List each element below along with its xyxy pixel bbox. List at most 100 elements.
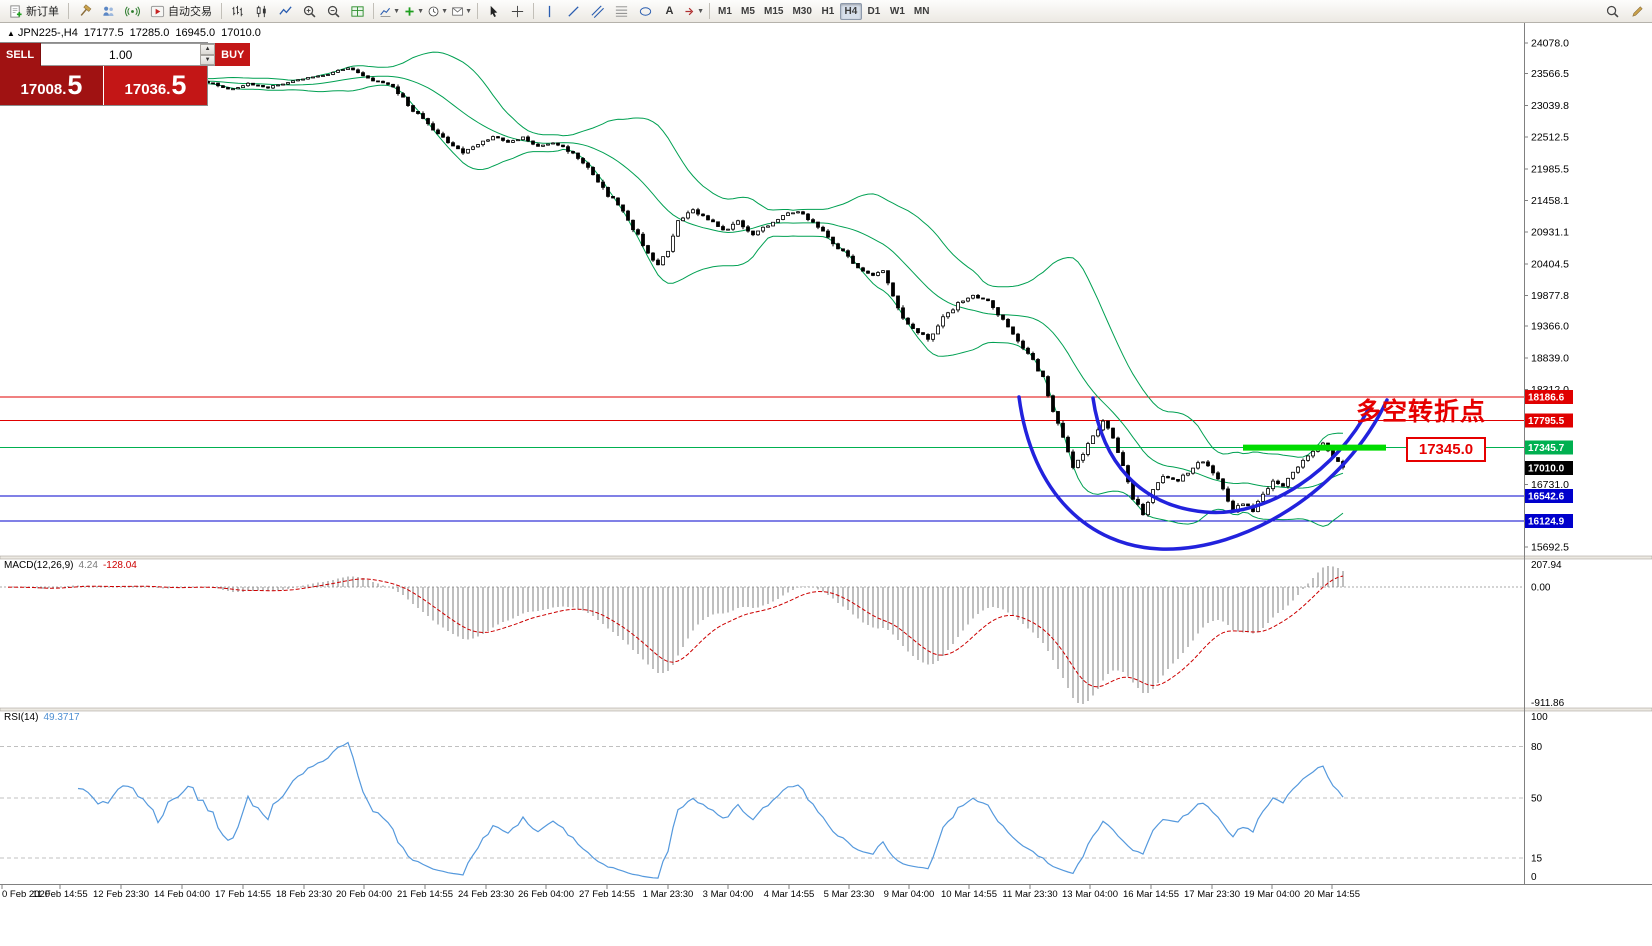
svg-text:17 Feb 14:55: 17 Feb 14:55 (215, 889, 271, 900)
new-order-button[interactable]: 新订单 (3, 2, 64, 21)
svg-text:207.94: 207.94 (1531, 560, 1562, 571)
crosshair-button[interactable] (506, 1, 529, 22)
panel-divider (0, 555, 1652, 560)
chevron-down-icon: ▼ (393, 7, 400, 15)
chevron-down-icon: ▼ (417, 7, 424, 15)
main-panel-layer (6, 51, 1345, 527)
svg-text:18839.0: 18839.0 (1531, 352, 1569, 364)
svg-text:20404.5: 20404.5 (1531, 258, 1569, 270)
bar-chart-button[interactable] (226, 1, 249, 22)
svg-text:13 Mar 04:00: 13 Mar 04:00 (1062, 889, 1118, 900)
volume-control: ▲ ▼ (41, 43, 216, 66)
buy-price-pip: 5 (171, 70, 187, 100)
svg-text:18186.6: 18186.6 (1528, 393, 1565, 404)
timeframe-mn-button[interactable]: MN (910, 3, 934, 20)
separator (373, 3, 374, 19)
tools-button[interactable] (73, 1, 96, 22)
svg-text:16 Mar 14:55: 16 Mar 14:55 (1123, 889, 1179, 900)
panel-divider (0, 707, 1652, 712)
timeframe-m30-button[interactable]: M30 (788, 3, 815, 20)
accounts-button[interactable] (97, 1, 120, 22)
price-axis: 24078.0 23566.5 23039.8 22512.5 21985.5 21458… (1524, 23, 1573, 884)
svg-text:17795.5: 17795.5 (1528, 416, 1565, 427)
text-tool-button[interactable]: A (658, 1, 681, 22)
buy-button[interactable]: BUY (215, 43, 251, 66)
cursor-button[interactable] (482, 1, 505, 22)
indicators-button[interactable]: ▼ (378, 1, 401, 22)
line-chart-button[interactable] (274, 1, 297, 22)
separator (709, 3, 710, 19)
svg-text:21 Feb 14:55: 21 Feb 14:55 (397, 889, 453, 900)
separator (533, 3, 534, 19)
fibonacci-button[interactable] (610, 1, 633, 22)
buy-price-main: 17036. (124, 81, 171, 98)
pencil-icon (1632, 5, 1643, 17)
periods-button[interactable]: ▼ (426, 1, 449, 22)
add-indicator-button[interactable]: ▼ (402, 1, 425, 22)
svg-text:20 Feb 04:00: 20 Feb 04:00 (336, 889, 392, 900)
volume-up-button[interactable]: ▲ (200, 44, 216, 55)
macd-name: MACD(12,26,9) (4, 560, 74, 571)
svg-text:23039.8: 23039.8 (1531, 100, 1569, 112)
vertical-line-button[interactable] (538, 1, 561, 22)
timeframe-w1-button[interactable]: W1 (886, 3, 909, 20)
price-tag (1525, 390, 1573, 405)
plus-icon (405, 6, 414, 16)
channel-button[interactable] (586, 1, 609, 22)
svg-text:17345.7: 17345.7 (1528, 443, 1565, 454)
buy-price[interactable]: 17036. 5 (104, 66, 207, 105)
cursor-icon (490, 5, 498, 17)
autotrading-label: 自动交易 (168, 6, 212, 18)
svg-text:12 Feb 23:30: 12 Feb 23:30 (93, 889, 149, 900)
zoom-in-button[interactable] (298, 1, 321, 22)
candlestick-icon (256, 5, 266, 17)
bollinger-middle-line (103, 75, 1344, 489)
svg-text:24078.0: 24078.0 (1531, 38, 1569, 50)
volume-down-button[interactable]: ▼ (200, 54, 216, 65)
channel-icon (591, 4, 604, 18)
bar-chart-icon (232, 5, 243, 16)
zoom-out-button[interactable] (322, 1, 345, 22)
shapes-button[interactable] (634, 1, 657, 22)
autotrading-button[interactable]: 自动交易 (145, 2, 217, 21)
svg-text:100: 100 (1531, 712, 1548, 723)
templates-button[interactable]: ▼ (450, 1, 473, 22)
svg-text:22512.5: 22512.5 (1531, 132, 1569, 144)
price-callout-label[interactable]: 17345.0 (1406, 437, 1486, 462)
svg-text:14 Feb 04:00: 14 Feb 04:00 (154, 889, 210, 900)
svg-text:23566.5: 23566.5 (1531, 68, 1569, 80)
autotrading-icon (150, 5, 165, 17)
text-tool-icon: A (665, 5, 674, 17)
rsi-panel: 100 80 50 15 0 (0, 712, 1548, 883)
tile-windows-button[interactable] (346, 1, 369, 22)
timeframe-m15-button[interactable]: M15 (760, 3, 787, 20)
timeframe-m1-button[interactable]: M1 (714, 3, 736, 20)
signals-button[interactable] (121, 1, 144, 22)
svg-text:20931.1: 20931.1 (1531, 227, 1569, 239)
timeframe-d1-button[interactable]: D1 (863, 3, 885, 20)
arrow-icon (685, 7, 694, 15)
arrows-button[interactable]: ▼ (682, 1, 705, 22)
timeframe-h1-button[interactable]: H1 (817, 3, 839, 20)
cup-arc-annotation (1017, 395, 1389, 551)
trendline-button[interactable] (562, 1, 585, 22)
crosshair-icon (511, 5, 524, 17)
timeframe-h4-button[interactable]: H4 (839, 2, 862, 20)
svg-text:11 Mar 23:30: 11 Mar 23:30 (1002, 889, 1057, 900)
volume-input[interactable] (41, 44, 201, 65)
svg-text:17010.0: 17010.0 (1528, 463, 1565, 474)
sell-price-main: 17008. (20, 81, 67, 98)
search-button[interactable] (1601, 1, 1624, 22)
svg-text:15692.5: 15692.5 (1531, 542, 1569, 554)
edit-button[interactable] (1626, 1, 1649, 22)
clock-icon (428, 6, 439, 16)
candle-chart-button[interactable] (250, 1, 273, 22)
turning-point-annotation[interactable]: 多空转折点 (1356, 398, 1487, 426)
sell-price[interactable]: 17008. 5 (0, 66, 104, 105)
timeframe-m5-button[interactable]: M5 (737, 3, 759, 20)
sell-button[interactable]: SELL (0, 43, 42, 66)
ohlc-high: 17285.0 (129, 27, 170, 39)
rsi-label: RSI(14) 49.3717 (4, 712, 80, 723)
